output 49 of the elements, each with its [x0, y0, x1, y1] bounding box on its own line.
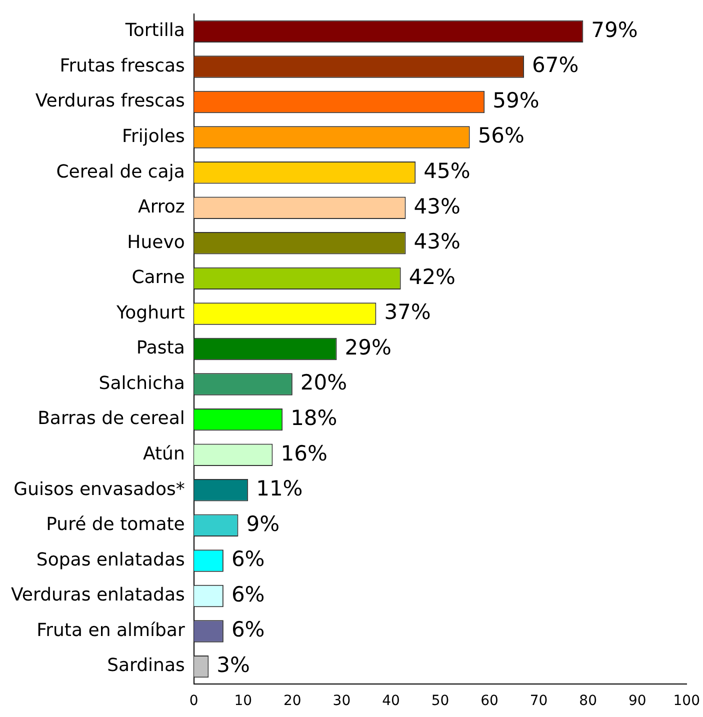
y-tick-label: Sardinas — [107, 655, 185, 676]
x-tick-label: 60 — [480, 693, 498, 710]
y-tick-label: Salchicha — [98, 372, 185, 394]
data-label: 6% — [231, 582, 265, 606]
x-tick-label: 100 — [673, 693, 700, 710]
data-label: 67% — [532, 53, 579, 78]
x-tick-label: 50 — [431, 693, 450, 710]
y-tick-label: Sopas enlatadas — [36, 549, 185, 570]
data-label: 18% — [290, 406, 338, 430]
data-label: 29% — [344, 335, 392, 360]
x-tick-label: 10 — [234, 693, 252, 710]
y-tick-label: Arroz — [138, 196, 185, 218]
x-tick-label: 70 — [530, 693, 548, 710]
y-tick-label: Atún — [143, 444, 185, 465]
y-tick-label: Frijoles — [122, 126, 185, 147]
x-tick-label: 0 — [189, 693, 198, 710]
y-tick-label: Cereal de caja — [56, 161, 185, 182]
y-tick-label: Tortilla — [124, 20, 185, 42]
data-label: 45% — [424, 159, 470, 184]
data-label: 79% — [591, 18, 638, 42]
data-label: 16% — [280, 441, 328, 466]
y-tick-label: Frutas frescas — [60, 55, 185, 76]
data-label: 6% — [231, 547, 265, 572]
x-tick-label: 30 — [332, 693, 351, 710]
y-tick-label: Guisos envasados* — [14, 478, 185, 500]
data-label: 11% — [256, 476, 303, 501]
y-tick-label: Verduras frescas — [35, 90, 185, 112]
y-tick-label: Fruta en almíbar — [36, 620, 186, 641]
x-tick-label: 20 — [284, 693, 302, 710]
data-label: 3% — [216, 653, 250, 678]
data-label: 43% — [414, 230, 460, 254]
y-tick-label: Huevo — [127, 232, 185, 253]
data-label: 20% — [300, 370, 348, 395]
data-label: 37% — [384, 300, 431, 324]
data-label: 56% — [478, 124, 525, 148]
y-tick-label: Verduras enlatadas — [11, 584, 185, 606]
data-label: 43% — [414, 194, 460, 218]
data-label: 6% — [231, 618, 265, 642]
x-tick-label: 80 — [579, 693, 597, 710]
x-tick-label: 40 — [382, 693, 400, 710]
y-tick-label: Pasta — [136, 338, 185, 359]
data-label: 9% — [246, 512, 280, 536]
y-tick-label: Carne — [132, 267, 185, 288]
y-tick-label: Yoghurt — [116, 302, 185, 324]
y-tick-label: Puré de tomate — [46, 514, 185, 536]
y-tick-label: Barras de cereal — [38, 408, 185, 430]
data-label: 59% — [492, 88, 540, 112]
data-label: 42% — [408, 264, 456, 289]
x-tick-label: 90 — [628, 693, 646, 710]
